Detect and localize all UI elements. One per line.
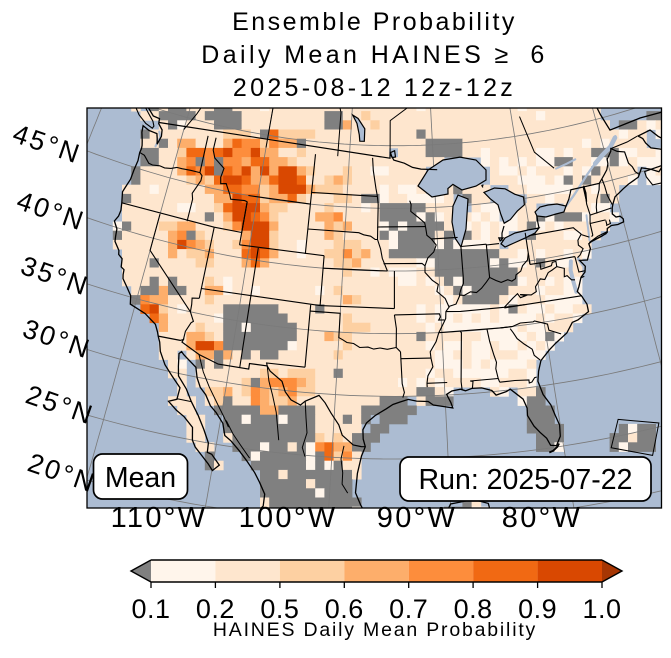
svg-text:Mean: Mean	[105, 462, 176, 494]
svg-text:0.8: 0.8	[454, 594, 493, 624]
svg-text:1.0: 1.0	[582, 594, 621, 624]
svg-text:0.9: 0.9	[518, 594, 557, 624]
svg-text:HAINES Daily Mean Probability: HAINES Daily Mean Probability	[213, 619, 537, 641]
svg-text:0.7: 0.7	[389, 594, 428, 624]
svg-text:0.5: 0.5	[260, 594, 299, 624]
svg-text:0.6: 0.6	[325, 594, 364, 624]
svg-text:0.2: 0.2	[196, 594, 235, 624]
svg-text:Run: 2025-07-22: Run: 2025-07-22	[419, 464, 633, 496]
svg-text:0.1: 0.1	[131, 594, 170, 624]
